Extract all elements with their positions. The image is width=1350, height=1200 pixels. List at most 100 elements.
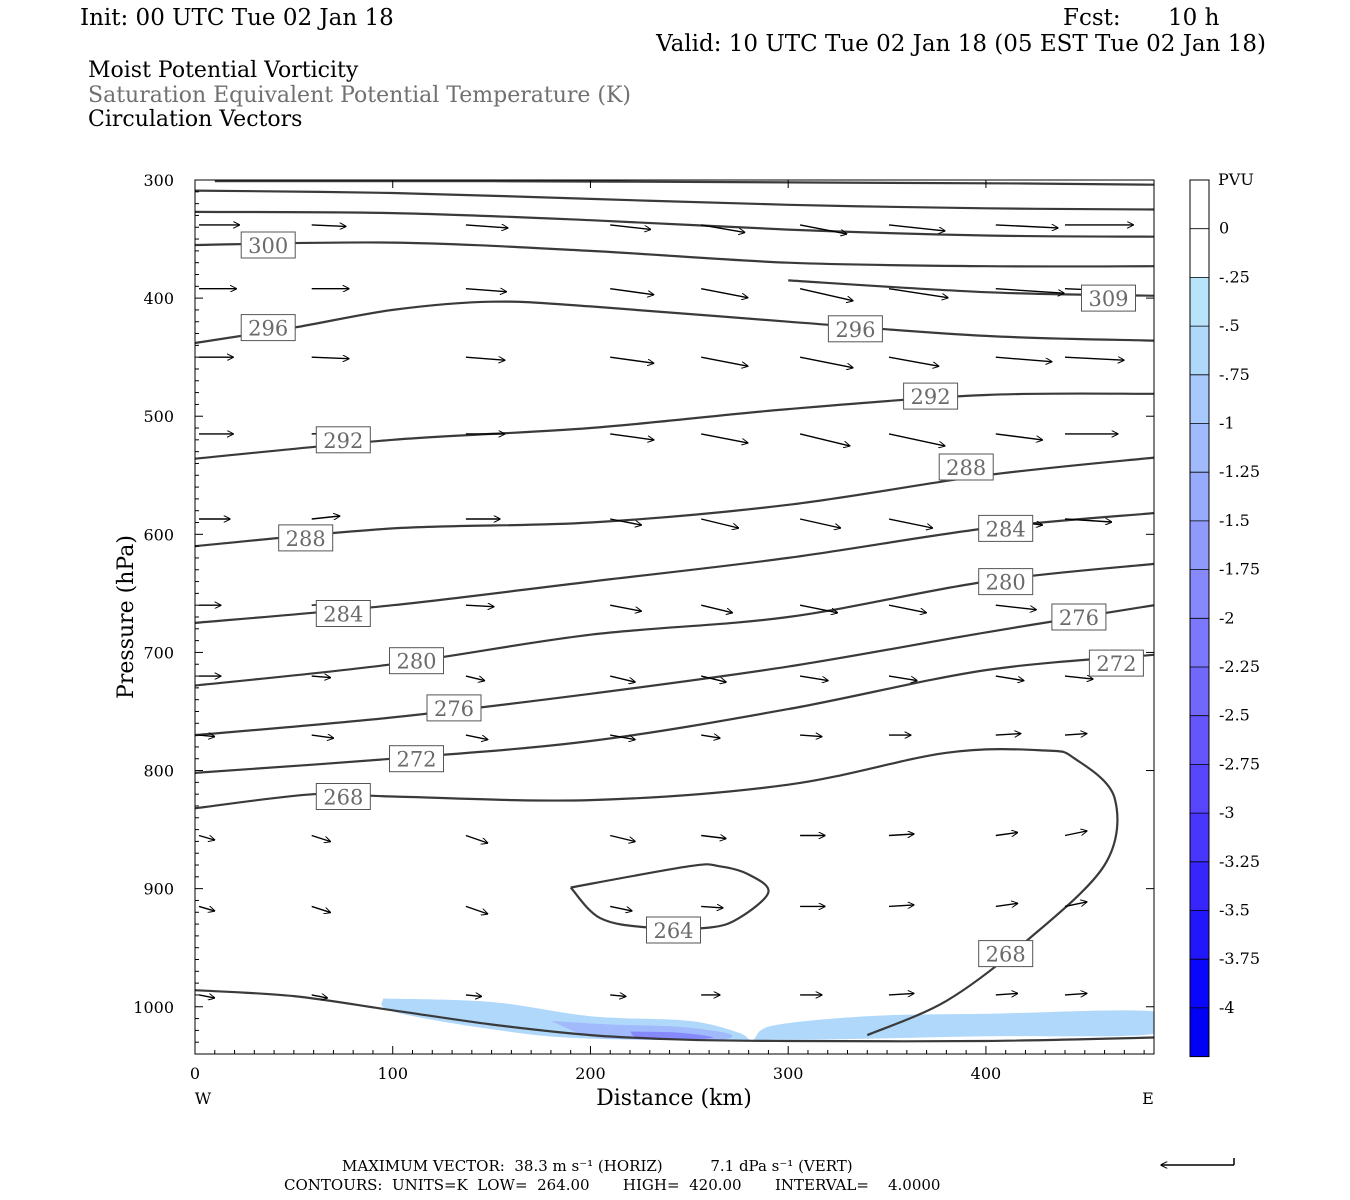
- vector-arrow: [610, 995, 626, 997]
- colorbar-swatch: [1190, 618, 1209, 667]
- colorbar-label: -1: [1219, 414, 1235, 433]
- vector-arrow: [311, 225, 346, 227]
- contour-label-300: 300: [240, 231, 296, 259]
- y-tick-label: 800: [143, 762, 174, 781]
- vector-arrow: [799, 224, 847, 234]
- x-axis: 0 100 200 300 400: [190, 180, 1145, 1083]
- contour-label-text: 268: [323, 786, 363, 810]
- contour-label-276: 276: [426, 694, 482, 722]
- contour-label-280: 280: [389, 647, 444, 675]
- colorbar-swatch: [1190, 228, 1209, 278]
- contour-label-268: 268: [978, 940, 1034, 968]
- vector-arrow: [610, 604, 641, 611]
- contour-label-284: 284: [978, 514, 1034, 542]
- y-axis: 300 400 500 600 700 800 900 1000: [133, 171, 1154, 1043]
- vector-arrow: [799, 518, 840, 528]
- colorbar-swatch: [1190, 861, 1209, 911]
- colorbar-title: PVU: [1218, 170, 1254, 189]
- vector-arrow: [311, 676, 331, 678]
- y-tick-label: 400: [143, 289, 174, 308]
- vector-arrow: [995, 903, 1018, 906]
- vector-arrow: [995, 993, 1018, 995]
- x-tick-label: 0: [190, 1064, 200, 1083]
- vector-arrow: [888, 905, 914, 907]
- colorbar-label: -3.25: [1219, 852, 1260, 871]
- vector-arrow: [465, 905, 488, 914]
- contour-label-264: 264: [646, 916, 701, 944]
- vector-arrow: [701, 518, 738, 528]
- vector-arrow: [610, 518, 641, 525]
- vector-arrow: [701, 836, 726, 839]
- contour-line-7: [195, 456, 1154, 548]
- vector-arrow: [610, 433, 653, 440]
- contour-line-0: [214, 180, 1154, 186]
- colorbar-label: -2.25: [1219, 657, 1260, 676]
- colorbar-swatch: [1190, 959, 1209, 1008]
- circulation-vectors: [198, 224, 1133, 998]
- contour-line-12: [195, 748, 1119, 1037]
- vector-arrow: [799, 433, 850, 446]
- vector-arrow: [799, 675, 828, 681]
- contour-label-text: 309: [1088, 287, 1128, 311]
- vector-arrow: [465, 289, 506, 292]
- vector-arrow: [800, 735, 822, 737]
- x-tick-label: 300: [773, 1064, 804, 1083]
- contour-label-276: 276: [1051, 603, 1107, 631]
- vector-arrow: [701, 604, 732, 613]
- contour-label-309: 309: [1081, 284, 1136, 312]
- colorbar-label: -.25: [1219, 267, 1250, 286]
- y-tick-label: 900: [143, 880, 174, 899]
- vector-arrow: [701, 288, 748, 298]
- vector-arrow: [888, 834, 914, 836]
- contour-line-2: [195, 210, 1154, 238]
- vector-arrow: [995, 734, 1021, 736]
- vector-arrow: [888, 675, 917, 681]
- vector-arrow: [995, 833, 1018, 836]
- forecast-label: Fcst:: [1063, 5, 1121, 31]
- field-label-theta-es: Saturation Equivalent Potential Temperat…: [88, 83, 631, 108]
- contour-labels: 300 309 296 296 292 292 288 288 284 284 280 280 276 2…: [240, 231, 1144, 968]
- x-axis-label: Distance (km): [596, 1086, 752, 1111]
- vector-arrow: [465, 225, 508, 228]
- vector-arrow: [995, 356, 1052, 362]
- vector-arrow: [888, 518, 932, 528]
- contour-label-text: 280: [986, 571, 1026, 595]
- colorbar-swatch: [1190, 326, 1209, 375]
- colorbar-swatch: [1190, 1007, 1209, 1057]
- vector-arrow: [1064, 519, 1112, 522]
- vector-arrow: [995, 675, 1024, 681]
- colorbar-label: -3.75: [1219, 949, 1260, 968]
- contour-label-text: 300: [248, 234, 288, 258]
- init-time: Init: 00 UTC Tue 02 Jan 18: [80, 5, 394, 31]
- vector-arrow: [995, 604, 1036, 610]
- colorbar-swatch: [1190, 180, 1209, 229]
- vector-arrow: [799, 604, 837, 613]
- colorbar-swatch: [1190, 764, 1209, 814]
- forecast-hour: 10 h: [1168, 5, 1220, 31]
- colorbar-label: -1.5: [1219, 511, 1250, 530]
- vector-arrow: [1064, 734, 1087, 736]
- vector-arrow: [701, 675, 726, 682]
- vector-arrow: [1064, 676, 1093, 679]
- vector-arrow: [610, 734, 635, 740]
- contour-label-text: 284: [986, 517, 1026, 541]
- contour-label-292: 292: [315, 426, 371, 454]
- colorbar-swatch: [1190, 569, 1209, 619]
- colorbar-swatch: [1190, 423, 1209, 473]
- contour-line-11: [195, 653, 1154, 774]
- contour-line-5: [195, 300, 1154, 345]
- vector-arrow: [311, 516, 340, 519]
- vector-arrow: [311, 995, 328, 998]
- vector-arrow: [1064, 831, 1087, 837]
- vector-arrow: [701, 224, 744, 233]
- vector-arrow: [610, 288, 653, 295]
- vector-arrow: [995, 225, 1058, 228]
- colorbar-label: -.75: [1219, 365, 1250, 384]
- vector-arrow: [1064, 993, 1087, 995]
- vector-arrow: [610, 905, 632, 911]
- colorbar-label: -2.75: [1219, 754, 1260, 773]
- colorbar-label: -3.5: [1219, 901, 1250, 920]
- vector-arrow: [311, 357, 349, 359]
- mpv-shade-region-0: [381, 998, 1154, 1041]
- y-tick-label: 600: [143, 525, 174, 544]
